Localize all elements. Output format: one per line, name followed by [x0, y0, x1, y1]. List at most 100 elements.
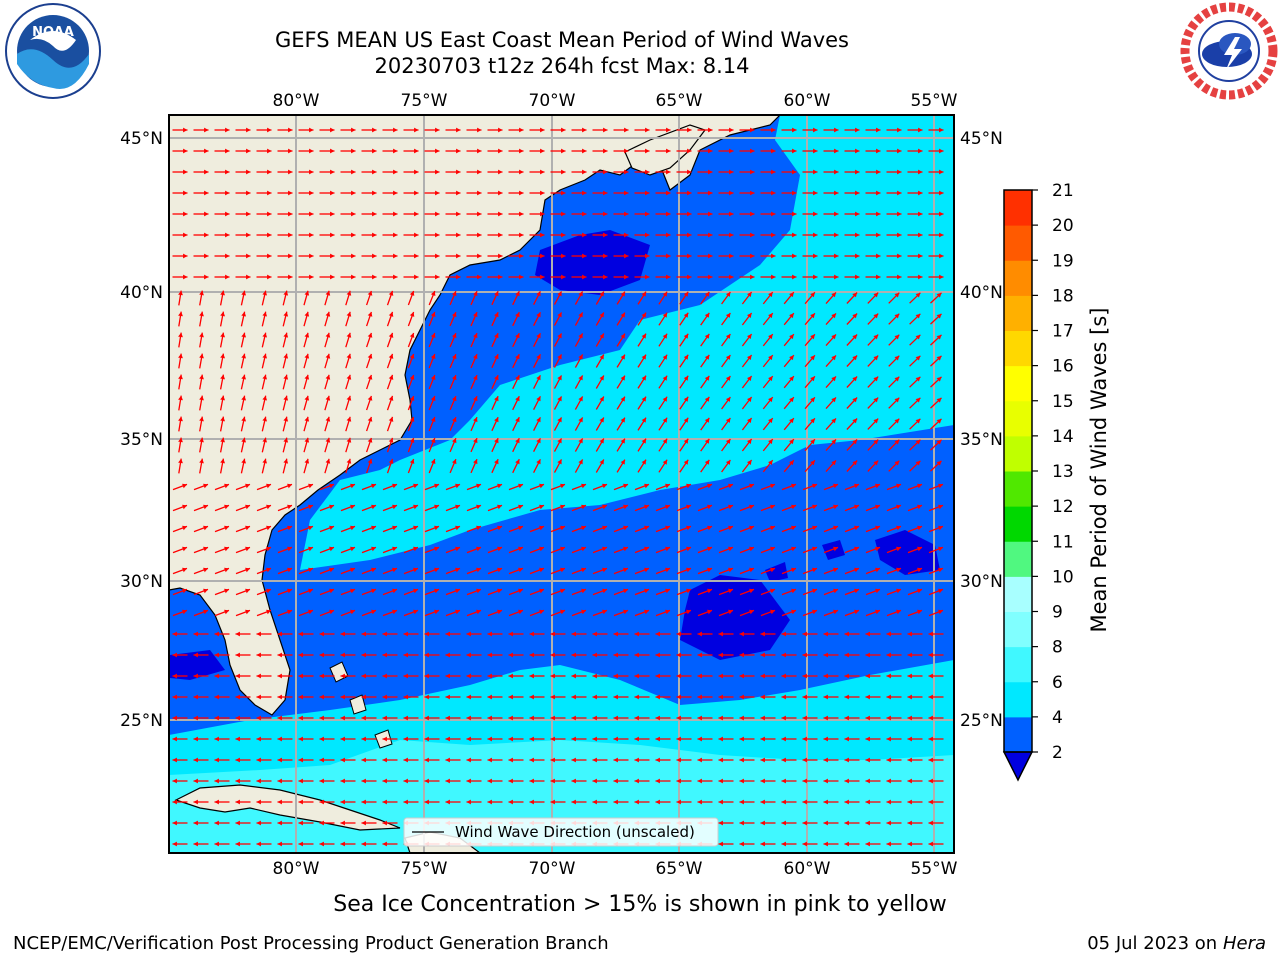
wind-wave-arrowhead	[529, 778, 534, 784]
wind-wave-arrowhead	[367, 458, 373, 464]
wind-wave-arrowhead	[550, 736, 555, 742]
wind-wave-arrowhead	[781, 757, 786, 763]
wind-wave-arrowhead	[894, 313, 900, 319]
wind-wave-arrowhead	[494, 375, 499, 381]
wind-wave-arrowhead	[393, 127, 398, 133]
wind-wave-arrowhead	[350, 483, 355, 489]
wind-wave-arrowhead	[938, 525, 943, 531]
wind-wave-arrowhead	[330, 274, 335, 280]
colorbar-label: Mean Period of Wind Waves [s]	[1087, 308, 1111, 633]
wind-wave-arrowhead	[445, 631, 450, 637]
wind-wave-arrowhead	[288, 253, 293, 259]
wind-wave-arrowhead	[644, 525, 649, 531]
wind-wave-arrowhead	[897, 232, 902, 238]
wind-wave-arrowhead	[749, 546, 754, 552]
colorbar-tick-label: 11	[1052, 532, 1074, 552]
wind-wave-arrowhead	[665, 504, 670, 510]
wind-wave-arrowhead	[361, 694, 366, 700]
wind-wave-arrowhead	[267, 127, 272, 133]
wind-wave-arrowhead	[704, 333, 710, 339]
wind-wave-arrowhead	[781, 799, 786, 805]
wind-wave-arrowhead	[855, 253, 860, 259]
wind-wave-arrowhead	[456, 169, 461, 175]
wind-wave-arrowhead	[644, 504, 649, 510]
wind-wave-arrowhead	[452, 291, 457, 297]
wind-wave-arrowhead	[560, 483, 565, 489]
wind-wave-arrowhead	[193, 631, 198, 637]
wind-wave-arrowhead	[686, 567, 691, 573]
wind-wave-arrowhead	[199, 374, 204, 380]
wind-wave-arrowhead	[939, 253, 944, 259]
wind-wave-arrowhead	[915, 355, 921, 361]
wind-wave-arrowhead	[388, 311, 394, 317]
wind-wave-arrowhead	[662, 291, 668, 297]
wind-wave-arrowhead	[183, 169, 188, 175]
wind-wave-arrowhead	[641, 459, 646, 465]
wind-wave-arrowhead	[262, 290, 267, 296]
wind-wave-arrowhead	[655, 736, 660, 742]
wind-wave-arrowhead	[854, 483, 859, 489]
wind-wave-arrowhead	[367, 332, 373, 338]
wind-wave-arrowhead	[915, 397, 921, 403]
wind-wave-arrowhead	[865, 799, 870, 805]
wind-wave-arrowhead	[833, 525, 838, 531]
wind-wave-arrowhead	[367, 437, 373, 443]
lon-label-top: 60°W	[784, 91, 831, 111]
wind-wave-arrowhead	[445, 694, 450, 700]
wind-wave-arrowhead	[414, 211, 419, 217]
wind-wave-arrowhead	[875, 483, 880, 489]
wind-wave-arrowhead	[298, 820, 303, 826]
wind-wave-arrowhead	[519, 232, 524, 238]
wind-wave-arrowhead	[561, 148, 566, 154]
wind-wave-arrowhead	[813, 127, 818, 133]
wind-wave-arrowhead	[747, 334, 752, 339]
wind-wave-arrowhead	[771, 148, 776, 154]
wind-wave-arrowhead	[620, 333, 625, 339]
wind-wave-arrowhead	[855, 127, 860, 133]
wind-wave-arrowhead	[304, 395, 310, 401]
wind-wave-arrowhead	[749, 504, 754, 510]
wind-wave-arrowhead	[283, 353, 289, 359]
wind-wave-arrowhead	[938, 483, 943, 489]
wind-wave-arrowhead	[325, 290, 331, 296]
wind-wave-arrowhead	[283, 395, 289, 401]
wind-wave-arrowhead	[768, 397, 773, 403]
wind-wave-arrowhead	[455, 483, 460, 489]
wind-wave-arrowhead	[298, 631, 303, 637]
wind-wave-arrowhead	[350, 525, 355, 531]
wind-wave-arrowhead	[939, 190, 944, 196]
wind-wave-arrowhead	[917, 525, 922, 531]
wind-wave-arrowhead	[833, 588, 838, 594]
wind-wave-arrowhead	[813, 169, 818, 175]
wind-wave-arrowhead	[707, 588, 712, 594]
wind-wave-arrowhead	[182, 609, 187, 615]
wind-wave-arrowhead	[644, 567, 649, 573]
wind-wave-arrowhead	[266, 525, 271, 531]
wind-wave-arrowhead	[245, 525, 250, 531]
wind-wave-arrowhead	[855, 211, 860, 217]
wind-wave-arrowhead	[599, 459, 604, 465]
wind-wave-arrowhead	[823, 736, 828, 742]
wind-wave-arrowhead	[852, 355, 858, 361]
wind-wave-arrowhead	[704, 291, 710, 297]
wind-wave-arrowhead	[655, 631, 660, 637]
wind-wave-arrowhead	[686, 609, 691, 615]
wind-wave-arrowhead	[624, 253, 629, 259]
wind-wave-arrowhead	[539, 588, 544, 594]
wind-wave-arrowhead	[256, 778, 261, 784]
wind-wave-arrowhead	[634, 799, 639, 805]
wind-wave-arrowhead	[340, 778, 345, 784]
wind-wave-arrowhead	[791, 567, 796, 573]
wind-wave-arrowhead	[487, 694, 492, 700]
wind-wave-arrowhead	[599, 354, 604, 360]
wind-wave-arrowhead	[309, 127, 314, 133]
wind-wave-arrowhead	[697, 778, 702, 784]
wind-wave-arrowhead	[571, 631, 576, 637]
wind-wave-arrowhead	[676, 757, 681, 763]
wind-wave-arrowhead	[199, 395, 204, 401]
wind-wave-arrowhead	[599, 333, 604, 339]
wind-wave-arrowhead	[193, 799, 198, 805]
wind-wave-arrowhead	[409, 333, 415, 338]
wind-wave-arrowhead	[708, 148, 713, 154]
wind-wave-arrowhead	[325, 458, 331, 464]
